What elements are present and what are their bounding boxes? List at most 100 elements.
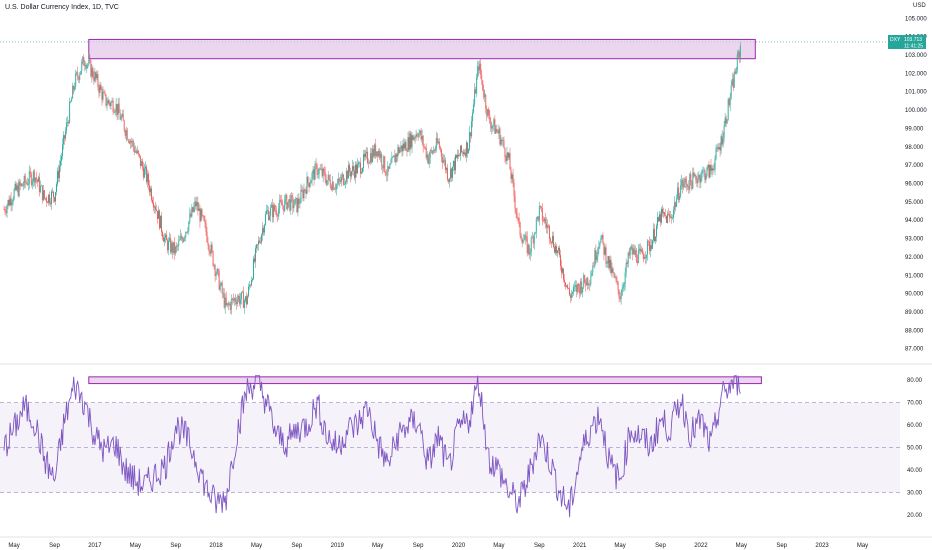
- candle-body: [31, 180, 33, 185]
- candle-body: [187, 230, 189, 233]
- candle-body: [111, 100, 113, 102]
- candle-body: [619, 297, 621, 300]
- candle-body: [176, 245, 178, 248]
- candle-body: [391, 157, 393, 163]
- candle-body: [253, 258, 254, 280]
- candle-body: [724, 117, 726, 126]
- candle-body: [307, 176, 309, 183]
- candle-body: [177, 245, 179, 247]
- candle-body: [235, 301, 237, 304]
- candle-body: [728, 99, 730, 106]
- candle-body: [357, 164, 358, 174]
- candle-body: [184, 237, 186, 239]
- candle-body: [575, 285, 577, 287]
- candle-body: [689, 173, 691, 190]
- candle-body: [259, 240, 260, 243]
- candle-body: [279, 199, 281, 209]
- candle-body: [81, 61, 83, 72]
- candle-body: [493, 119, 495, 126]
- candle-body: [246, 296, 248, 305]
- candle-body: [574, 286, 576, 288]
- candle-body: [220, 282, 222, 285]
- candle-body: [195, 201, 197, 207]
- candle-body: [393, 155, 395, 157]
- candle-body: [317, 173, 319, 175]
- candle-body: [598, 246, 600, 249]
- candle-body: [104, 92, 106, 95]
- candle-body: [72, 85, 74, 99]
- candle-body: [561, 265, 562, 273]
- candle-body: [99, 84, 101, 93]
- candle-body: [441, 156, 443, 163]
- candle-body: [604, 247, 606, 255]
- candle-body: [7, 199, 9, 206]
- candle-body: [350, 171, 352, 177]
- candle-body: [486, 108, 488, 116]
- candle-body: [648, 241, 650, 251]
- candle-body: [720, 136, 722, 151]
- candle-body: [458, 154, 459, 157]
- candle-body: [241, 291, 243, 293]
- candle-body: [425, 147, 427, 159]
- time-tick-label: 2019: [331, 543, 345, 549]
- candle-body: [117, 103, 119, 115]
- candle-body: [411, 135, 413, 148]
- candle-body: [652, 228, 654, 241]
- candle-body: [437, 141, 439, 144]
- candle-body: [310, 181, 312, 184]
- candle-body: [318, 168, 320, 174]
- candle-body: [21, 183, 23, 187]
- candle-body: [503, 140, 505, 148]
- candle-body: [69, 101, 71, 124]
- candle-body: [544, 218, 546, 224]
- candle-body: [723, 125, 725, 138]
- candle-body: [472, 112, 474, 122]
- candle-body: [432, 150, 434, 154]
- candle-body: [36, 179, 38, 182]
- candle-body: [353, 166, 354, 171]
- candle-body: [157, 210, 158, 219]
- candle-body: [559, 247, 560, 256]
- candle-body: [160, 215, 161, 229]
- candle-body: [202, 215, 204, 217]
- candle-body: [392, 156, 394, 158]
- candle-body: [3, 209, 5, 210]
- candle-body: [557, 250, 558, 253]
- candle-body: [30, 173, 32, 185]
- candle-body: [571, 293, 573, 298]
- candle-body: [579, 286, 581, 294]
- candle-body: [671, 216, 673, 218]
- candle-body: [375, 144, 377, 157]
- candle-body: [459, 155, 460, 157]
- candle-body: [469, 132, 471, 150]
- candle-body: [534, 232, 536, 234]
- candle-body: [115, 104, 117, 112]
- candle-body: [260, 242, 261, 243]
- candle-body: [61, 156, 63, 162]
- candle-body: [361, 172, 362, 174]
- candle-body: [331, 182, 333, 190]
- candle-body: [615, 276, 617, 281]
- candle-body: [16, 185, 18, 191]
- price-tick-label: 88.000: [905, 328, 924, 334]
- candle-body: [71, 98, 73, 102]
- candle-body: [225, 297, 227, 306]
- candle-body: [622, 286, 624, 289]
- candle-body: [47, 194, 49, 204]
- candle-body: [119, 112, 121, 120]
- candle-body: [138, 153, 140, 156]
- candle-body: [624, 272, 626, 284]
- candle-body: [85, 64, 87, 69]
- candle-body: [630, 246, 632, 249]
- candle-body: [223, 292, 225, 308]
- candle-body: [46, 201, 48, 204]
- candle-body: [582, 287, 584, 293]
- candle-body: [83, 56, 85, 66]
- candle-body: [262, 228, 264, 235]
- candle-body: [686, 182, 688, 187]
- candle-body: [602, 234, 604, 243]
- candle-body: [315, 163, 317, 165]
- candle-body: [443, 159, 445, 161]
- candle-body: [587, 277, 589, 286]
